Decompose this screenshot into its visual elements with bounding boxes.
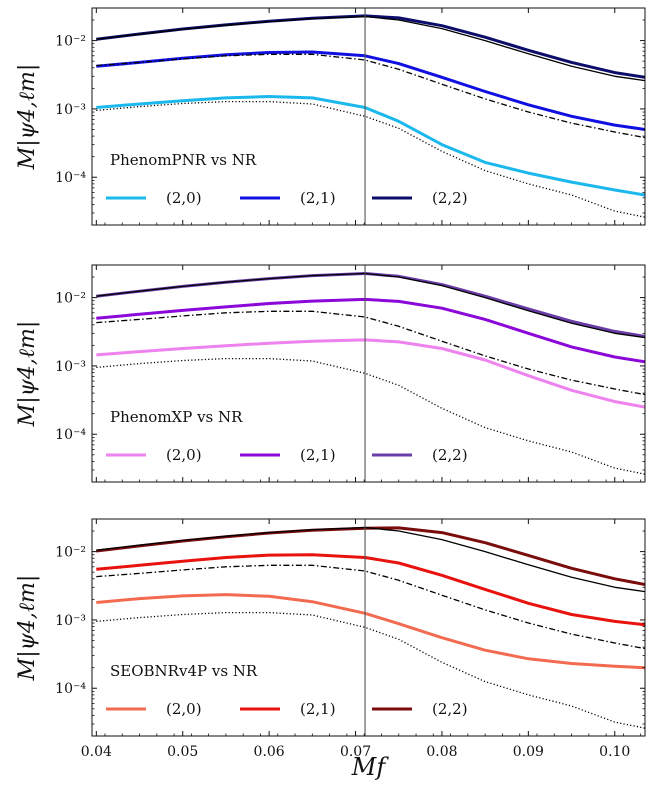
legend-label: (2,0) — [166, 700, 202, 718]
y-tick-label: 10⁻⁴ — [55, 427, 86, 443]
x-tick-label: 0.06 — [254, 744, 285, 760]
x-tick-label: 0.09 — [513, 744, 544, 760]
y-tick-label: 10⁻⁴ — [55, 681, 86, 697]
x-tick-label: 0.04 — [81, 744, 112, 760]
nr-reference-line-NR21 — [96, 564, 645, 650]
legend-label: (2,0) — [166, 189, 202, 207]
x-tick-label: 0.10 — [599, 744, 630, 760]
series-line-20 — [96, 593, 645, 670]
y-tick-label: 10⁻² — [55, 545, 86, 561]
y-tick-label: 10⁻³ — [55, 613, 86, 629]
series-line-21 — [96, 553, 645, 627]
series-line-22 — [96, 14, 645, 79]
x-axis-label: Mf — [351, 753, 390, 781]
x-tick-label: 0.05 — [167, 744, 198, 760]
series-line-20 — [96, 338, 645, 409]
y-tick-label: 10⁻³ — [55, 359, 86, 375]
legend-label: (2,2) — [432, 446, 468, 464]
plot-frame — [91, 7, 646, 226]
legend-title: PhenomXP vs NR — [110, 408, 243, 426]
series-line-22 — [96, 272, 645, 338]
x-tick-label: 0.08 — [426, 744, 457, 760]
legend-label: (2,2) — [432, 700, 468, 718]
y-axis-label: M|ψ4,ℓm| — [15, 321, 40, 428]
y-tick-label: 10⁻² — [55, 34, 86, 50]
y-axis-label: M|ψ4,ℓm| — [15, 64, 40, 171]
y-axis-label: M|ψ4,ℓm| — [15, 575, 40, 682]
legend-label: (2,0) — [166, 446, 202, 464]
legend-title: PhenomPNR vs NR — [110, 151, 257, 169]
y-tick-label: 10⁻² — [55, 291, 86, 307]
nr-reference-line-NR22 — [96, 15, 645, 82]
legend-label: (2,1) — [300, 446, 336, 464]
legend-label: (2,2) — [432, 189, 468, 207]
nr-reference-line-NR22 — [96, 526, 645, 593]
nr-reference-line-NR22 — [96, 272, 645, 339]
chart-panel-3: 0.04 0.05 0.06 0.07 0.08 0.09 0.10 10⁻⁴ 10⁻³ 10⁻²… — [15, 518, 646, 781]
series-line-21 — [96, 50, 645, 131]
plot-frame — [91, 518, 646, 737]
chart-panel-2: 10⁻⁴ 10⁻³ 10⁻² M|ψ4,ℓm| PhenomXP vs NR (2,0) (… — [15, 264, 646, 483]
legend-label: (2,1) — [300, 189, 336, 207]
plot-frame — [91, 264, 646, 483]
legend-label: (2,1) — [300, 700, 336, 718]
x-tick-label: 0.07 — [340, 744, 371, 760]
y-tick-label: 10⁻³ — [55, 102, 86, 118]
legend-title: SEOBNRv4P vs NR — [110, 662, 258, 680]
series-line-20 — [96, 95, 645, 197]
series-line-22 — [96, 526, 645, 586]
nr-reference-line-NR21 — [96, 53, 645, 139]
y-tick-label: 10⁻⁴ — [55, 170, 86, 186]
series-line-21 — [96, 297, 645, 364]
chart-panel-1: 10⁻⁴ 10⁻³ 10⁻² M|ψ4,ℓm| PhenomPNR vs NR (2,0)… — [15, 7, 646, 226]
nr-reference-line-NR21 — [96, 310, 645, 396]
